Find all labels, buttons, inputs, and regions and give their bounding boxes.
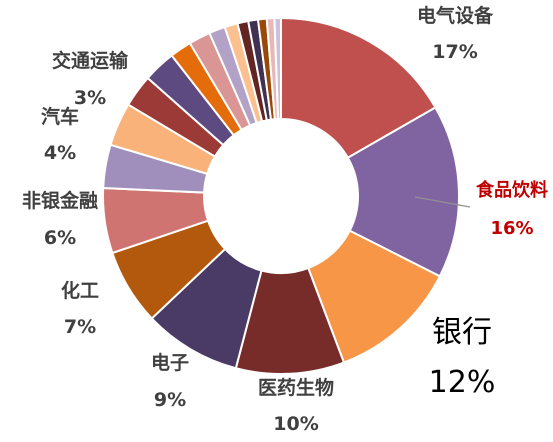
label-pct-bank: 12% <box>429 365 496 400</box>
label-pct-pharma: 10% <box>273 413 318 435</box>
donut-slice-1 <box>346 106 460 278</box>
label-pct-electrical-equipment: 17% <box>432 41 477 63</box>
label-pct-transportation: 3% <box>74 87 106 109</box>
label-name-electronics: 电子 <box>151 351 189 374</box>
label-name-food-beverage: 食品饮料 <box>475 179 548 201</box>
slices-group <box>102 16 460 375</box>
donut-slice-0 <box>280 16 437 160</box>
label-pct-electronics: 9% <box>154 389 186 411</box>
label-pct-auto: 4% <box>44 142 76 164</box>
label-name-electrical-equipment: 电气设备 <box>417 4 494 27</box>
label-name-nonbank-finance: 非银金融 <box>22 189 98 212</box>
label-pct-chemicals: 7% <box>64 316 96 338</box>
leader-line-food-beverage <box>414 196 471 208</box>
label-name-chemicals: 化工 <box>61 279 99 302</box>
label-pct-food-beverage: 16% <box>490 218 533 239</box>
label-name-auto: 汽车 <box>41 105 79 128</box>
donut-slice-19 <box>273 16 282 121</box>
label-name-transportation: 交通运输 <box>52 49 129 72</box>
label-name-pharma: 医药生物 <box>258 376 334 399</box>
label-name-bank: 银行 <box>432 315 492 350</box>
label-pct-nonbank-finance: 6% <box>44 227 76 249</box>
